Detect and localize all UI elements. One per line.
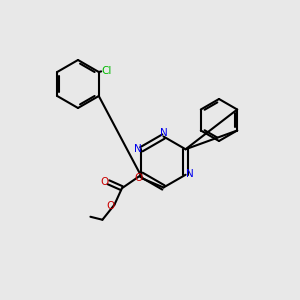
Text: Cl: Cl xyxy=(101,65,112,76)
Text: N: N xyxy=(134,144,142,154)
Text: N: N xyxy=(186,169,194,179)
Text: O: O xyxy=(100,177,109,187)
Text: O: O xyxy=(135,173,143,183)
Text: N: N xyxy=(160,128,168,139)
Text: O: O xyxy=(106,201,115,211)
